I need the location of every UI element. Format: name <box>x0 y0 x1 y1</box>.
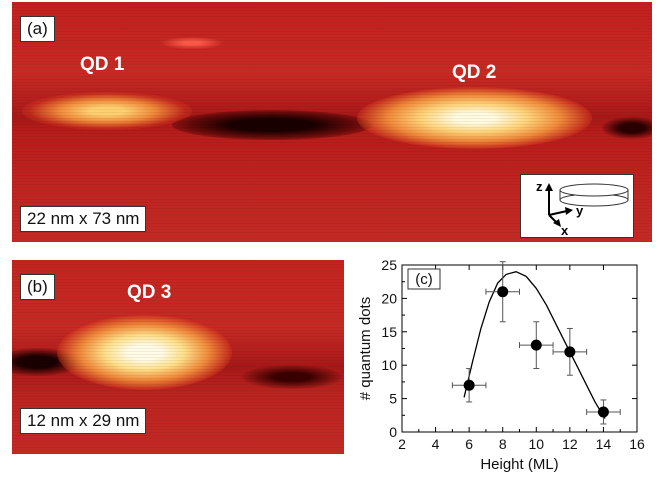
dark-spot-right-a <box>602 117 652 139</box>
x-tick-label: 14 <box>596 436 612 452</box>
stm-image-b: (b) QD 3 12 nm x 29 nm <box>12 260 344 454</box>
y-tick-label: 10 <box>381 357 397 373</box>
qd1-feature <box>22 92 192 130</box>
stm-image-a: (a) QD 1 QD 2 22 nm x 73 nm z y x <box>12 2 652 242</box>
x-tick-label: 10 <box>528 436 544 452</box>
x-tick-label: 6 <box>465 436 473 452</box>
y-tick-label: 15 <box>381 324 397 340</box>
qd2-label: QD 2 <box>452 62 497 83</box>
x-axis-title: Height (ML) <box>480 456 558 473</box>
dark-trench-a <box>172 110 372 140</box>
x-tick-label: 16 <box>629 436 645 452</box>
dark-trench-b-right <box>242 365 342 389</box>
data-point <box>463 379 475 391</box>
y-axis-arrow <box>548 210 568 216</box>
fit-curve <box>463 271 606 419</box>
x-tick-label: 2 <box>398 436 406 452</box>
z-axis-label: z <box>536 179 543 194</box>
panel-c-label-box <box>407 268 441 290</box>
data-point <box>597 406 609 418</box>
qd1-label: QD 1 <box>80 54 125 75</box>
panel-c-label: (c) <box>415 271 433 288</box>
y-axis-label: y <box>576 203 584 218</box>
x-tick-label: 4 <box>432 436 440 452</box>
x-axis-label: x <box>561 223 569 237</box>
qd3-label: QD 3 <box>127 282 172 303</box>
data-point <box>564 346 576 358</box>
height-distribution-chart: 2 4 6 8 10 12 14 16 0 5 10 15 20 25 Height (ML) # quant… <box>357 257 645 473</box>
y-tick-label: 0 <box>389 424 397 440</box>
qd2-feature <box>357 87 592 149</box>
geometry-inset: z y x <box>520 174 634 238</box>
panel-b-label: (b) <box>20 274 55 300</box>
axes-diagram: z y x <box>536 179 629 238</box>
y-tick-label: 20 <box>381 290 397 306</box>
qd3-feature <box>57 315 232 390</box>
x-tick-label: 8 <box>499 436 507 452</box>
data-point <box>497 286 509 298</box>
bright-streak-a <box>162 37 222 49</box>
panel-a-label: (a) <box>20 16 55 42</box>
x-tick-label: 12 <box>562 436 578 452</box>
y-tick-label: 5 <box>389 391 397 407</box>
scale-label-b: 12 nm x 29 nm <box>20 408 147 434</box>
scale-label-a: 22 nm x 73 nm <box>20 206 147 232</box>
y-axis-title: # quantum dots <box>357 297 374 400</box>
data-point <box>530 339 542 351</box>
y-tick-label: 25 <box>381 257 397 273</box>
